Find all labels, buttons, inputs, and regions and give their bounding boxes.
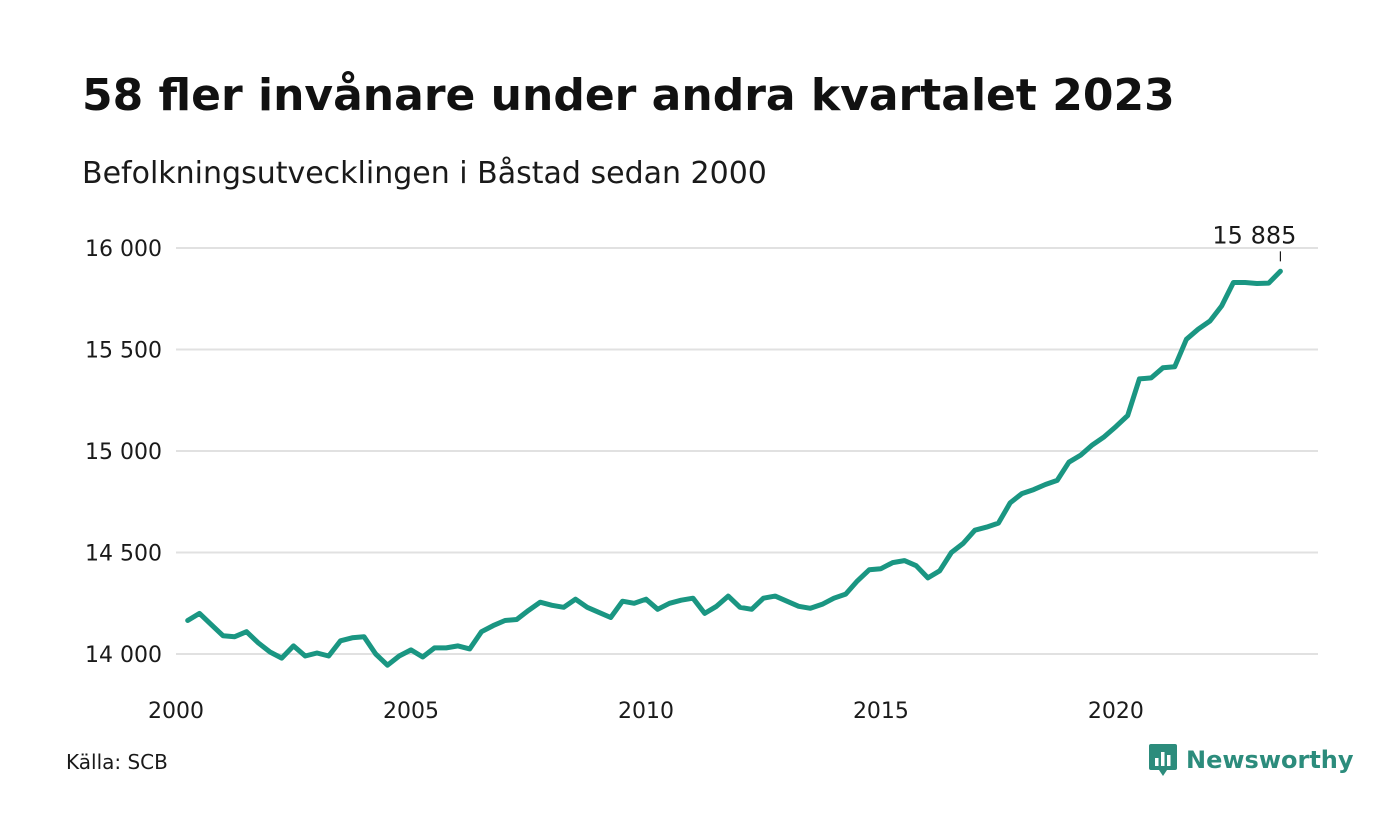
brand-name: Newsworthy: [1186, 746, 1354, 774]
source-note: Källa: SCB: [66, 750, 168, 774]
population-series-line: [185, 268, 1283, 668]
grid-lines: [176, 247, 1318, 655]
x-tick-label: 2000: [148, 699, 204, 724]
y-tick-label: 15 500: [85, 339, 162, 364]
y-tick-label: 15 000: [85, 440, 162, 465]
y-tick-label: 16 000: [85, 237, 162, 262]
page-title: 58 fler invånare under andra kvartalet 2…: [82, 70, 1175, 121]
x-tick-label: 2015: [853, 699, 909, 724]
chart-bubble-icon: [1149, 744, 1177, 776]
x-tick-label: 2010: [618, 699, 674, 724]
x-tick-label: 2005: [383, 699, 439, 724]
last-value-label: 15 885: [1212, 221, 1296, 249]
page-subtitle: Befolkningsutvecklingen i Båstad sedan 2…: [82, 156, 767, 191]
y-tick-label: 14 000: [85, 643, 162, 668]
x-tick-label: 2020: [1088, 699, 1144, 724]
x-axis-ticks: 2000 2005 2010 2015 2020: [148, 699, 1144, 724]
y-axis-ticks: 14 000 14 500 15 000 15 500 16 000: [85, 237, 162, 668]
newsworthy-logo[interactable]: Newsworthy: [1148, 742, 1354, 778]
y-tick-label: 14 500: [85, 542, 162, 567]
